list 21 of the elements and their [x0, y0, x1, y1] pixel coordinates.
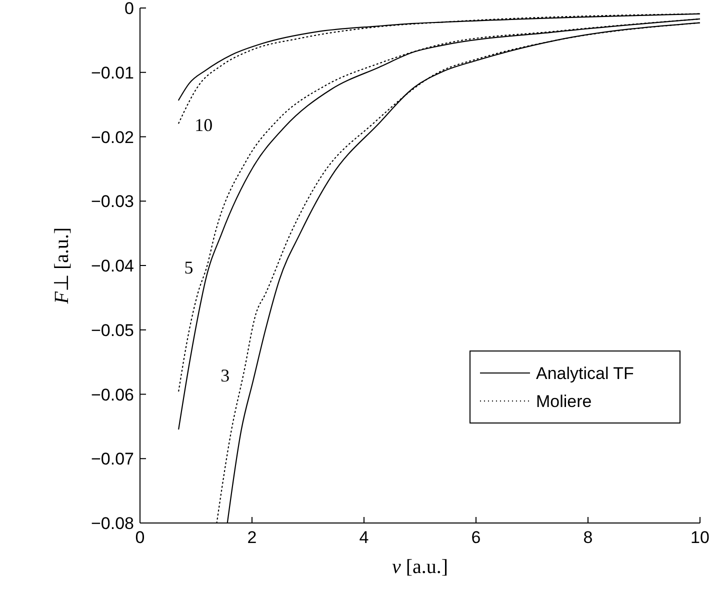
- y-tick-label: −0.08: [90, 514, 134, 533]
- x-axis-title: v [a.u.]: [392, 556, 448, 578]
- x-tick-label: 2: [247, 528, 257, 547]
- annotation: 3: [220, 366, 230, 386]
- legend-label: Moliere: [536, 392, 592, 411]
- annotation: 10: [194, 115, 213, 136]
- y-tick-label: −0.04: [90, 256, 134, 276]
- y-tick-label: −0.01: [90, 63, 134, 82]
- x-tick-label: 4: [359, 528, 369, 547]
- y-tick-label: −0.07: [90, 450, 134, 469]
- legend-label: Analytical TF: [536, 364, 634, 383]
- x-tick-label: 8: [583, 528, 593, 547]
- y-tick-label: −0.06: [90, 385, 134, 404]
- y-tick-label: −0.02: [90, 128, 134, 147]
- y-tick-label: −0.03: [90, 192, 134, 212]
- annotation: 5: [184, 258, 194, 278]
- y-tick-label: 0: [124, 0, 134, 18]
- y-tick-label: −0.05: [90, 320, 134, 340]
- x-tick-label: 10: [690, 528, 710, 547]
- x-tick-label: 6: [471, 528, 481, 547]
- y-axis-title: F⊥ [a.u.]: [51, 227, 73, 305]
